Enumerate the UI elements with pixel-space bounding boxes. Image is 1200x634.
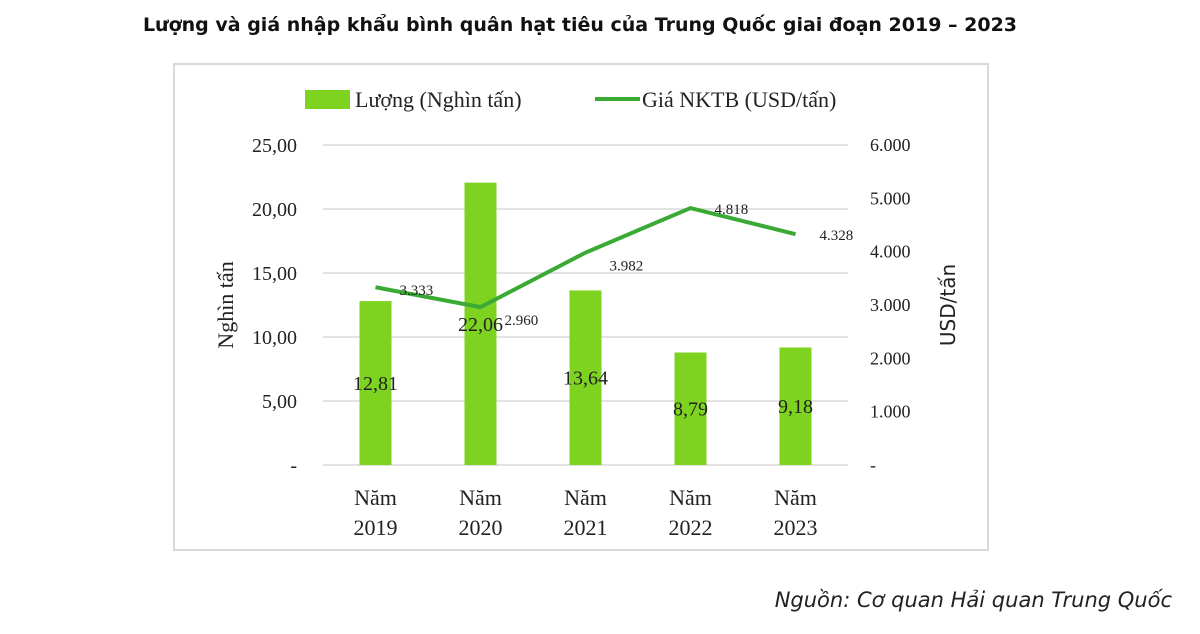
y-tick-label: 25,00 bbox=[252, 135, 297, 157]
legend-swatch-bar bbox=[305, 90, 350, 109]
y2-tick-label: 6.000 bbox=[870, 135, 911, 155]
line-data-label: 3.982 bbox=[610, 259, 644, 275]
bar-data-label: 13,64 bbox=[563, 368, 608, 390]
y2-tick-label: - bbox=[870, 455, 876, 475]
bar bbox=[569, 290, 602, 465]
bar-data-label: 8,79 bbox=[673, 399, 708, 421]
x-tick-label: 2020 bbox=[459, 515, 503, 540]
y2-tick-label: 4.000 bbox=[870, 242, 911, 262]
x-tick-label: Năm bbox=[774, 485, 817, 510]
y-tick-label: 20,00 bbox=[252, 199, 297, 221]
line-data-label: 3.333 bbox=[400, 283, 434, 299]
y2-tick-label: 1.000 bbox=[870, 402, 911, 422]
y-axis-label: Nghìn tấn bbox=[213, 261, 238, 348]
x-tick-label: 2022 bbox=[669, 515, 713, 540]
x-tick-label: 2019 bbox=[354, 515, 398, 540]
y2-tick-label: 2.000 bbox=[870, 348, 911, 368]
x-tick-label: 2021 bbox=[564, 515, 608, 540]
chart-title: Lượng và giá nhập khẩu bình quân hạt tiê… bbox=[142, 14, 1018, 36]
y2-axis-label: USD/tấn bbox=[936, 264, 960, 346]
legend-label-line: Giá NKTB (USD/tấn) bbox=[642, 87, 836, 112]
y-tick-label: 10,00 bbox=[252, 327, 297, 349]
bar bbox=[359, 301, 392, 465]
bar-data-label: 12,81 bbox=[353, 373, 398, 395]
line-data-label: 4.818 bbox=[715, 202, 749, 218]
bar-data-label: 9,18 bbox=[778, 396, 813, 418]
legend-label-bar: Lượng (Nghìn tấn) bbox=[355, 87, 522, 112]
y-tick-label: 15,00 bbox=[252, 263, 297, 285]
y-tick-label: 5,00 bbox=[262, 391, 297, 413]
chart-frame bbox=[173, 63, 989, 551]
bar bbox=[674, 352, 707, 465]
x-tick-label: Năm bbox=[669, 485, 712, 510]
bar bbox=[779, 347, 812, 465]
x-tick-label: Năm bbox=[459, 485, 502, 510]
y2-tick-label: 5.000 bbox=[870, 188, 911, 208]
y2-tick-label: 3.000 bbox=[870, 295, 911, 315]
x-tick-label: Năm bbox=[354, 485, 397, 510]
line-data-label: 2.960 bbox=[505, 313, 539, 329]
x-tick-label: Năm bbox=[564, 485, 607, 510]
x-tick-label: 2023 bbox=[774, 515, 818, 540]
bar bbox=[464, 182, 497, 465]
bar-data-label: 22,06 bbox=[458, 314, 503, 336]
source-note: Nguồn: Cơ quan Hải quan Trung Quốc bbox=[774, 588, 1172, 612]
y-tick-label: - bbox=[290, 455, 297, 477]
line-data-label: 4.328 bbox=[820, 228, 854, 244]
